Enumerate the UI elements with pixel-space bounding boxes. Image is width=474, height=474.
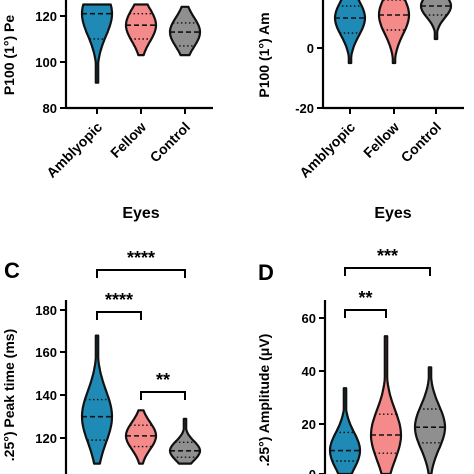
significance-stars: ** [358,288,372,308]
panel-letter: C [4,258,20,283]
x-axis-label: Eyes [374,205,411,222]
y-tick-label: 0 [307,41,314,56]
y-tick-label: 60 [302,311,316,326]
violin-fellow [369,335,403,474]
significance-bracket [344,309,387,318]
y-tick-label: 20 [302,417,316,432]
y-tick-label: 180 [35,303,57,318]
violin-amblyopic [80,3,114,84]
violin-control [419,0,453,41]
y-axis-label: P100 (1°) Pe [1,15,17,96]
category-label: Fellow [360,119,402,161]
violin-amblyopic [333,0,367,65]
significance-stars: **** [127,248,155,268]
y-tick-label: 120 [35,431,57,446]
panel-d: 0204060.25°) Amplitude (μV)D***** [256,246,447,474]
significance-stars: ** [156,370,170,390]
category-label: Control [398,119,445,166]
category-label: Control [147,119,194,166]
significance-bracket [96,269,186,278]
y-tick-label: 40 [302,364,316,379]
violin-fellow [377,0,411,65]
y-tick-label: 160 [35,345,57,360]
y-tick-label: 100 [35,55,57,70]
significance-bracket [344,267,431,276]
category-label: Fellow [107,119,149,161]
y-tick-label: 140 [35,388,57,403]
violin-control [413,366,447,474]
category-label: Amblyopic [43,119,105,181]
y-tick-label: -20 [295,101,314,116]
violin-fellow [124,3,158,57]
violin-fellow [124,409,158,465]
violin-amblyopic [328,387,362,474]
category-label: Amblyopic [296,119,358,181]
violin-control [168,5,202,57]
violin-control [168,417,202,465]
y-tick-label: 80 [43,101,57,116]
y-tick-label: 0 [309,467,316,474]
significance-bracket [96,311,142,320]
significance-stars: *** [377,246,398,266]
significance-stars: **** [105,290,133,310]
y-axis-label: .25°) Amplitude (μV) [256,334,272,467]
x-axis-label: Eyes [122,205,159,222]
y-axis-label: P100 (1°) Am [256,12,272,97]
y-axis-label: .25°) Peak time (ms) [1,329,17,461]
panel-a: 80 100 120 P100 (1°) Pe Amblyopic FellowContr… [1,0,213,222]
significance-bracket [140,391,186,400]
y-tick-label: 120 [35,9,57,24]
panel-letter: D [258,260,274,285]
